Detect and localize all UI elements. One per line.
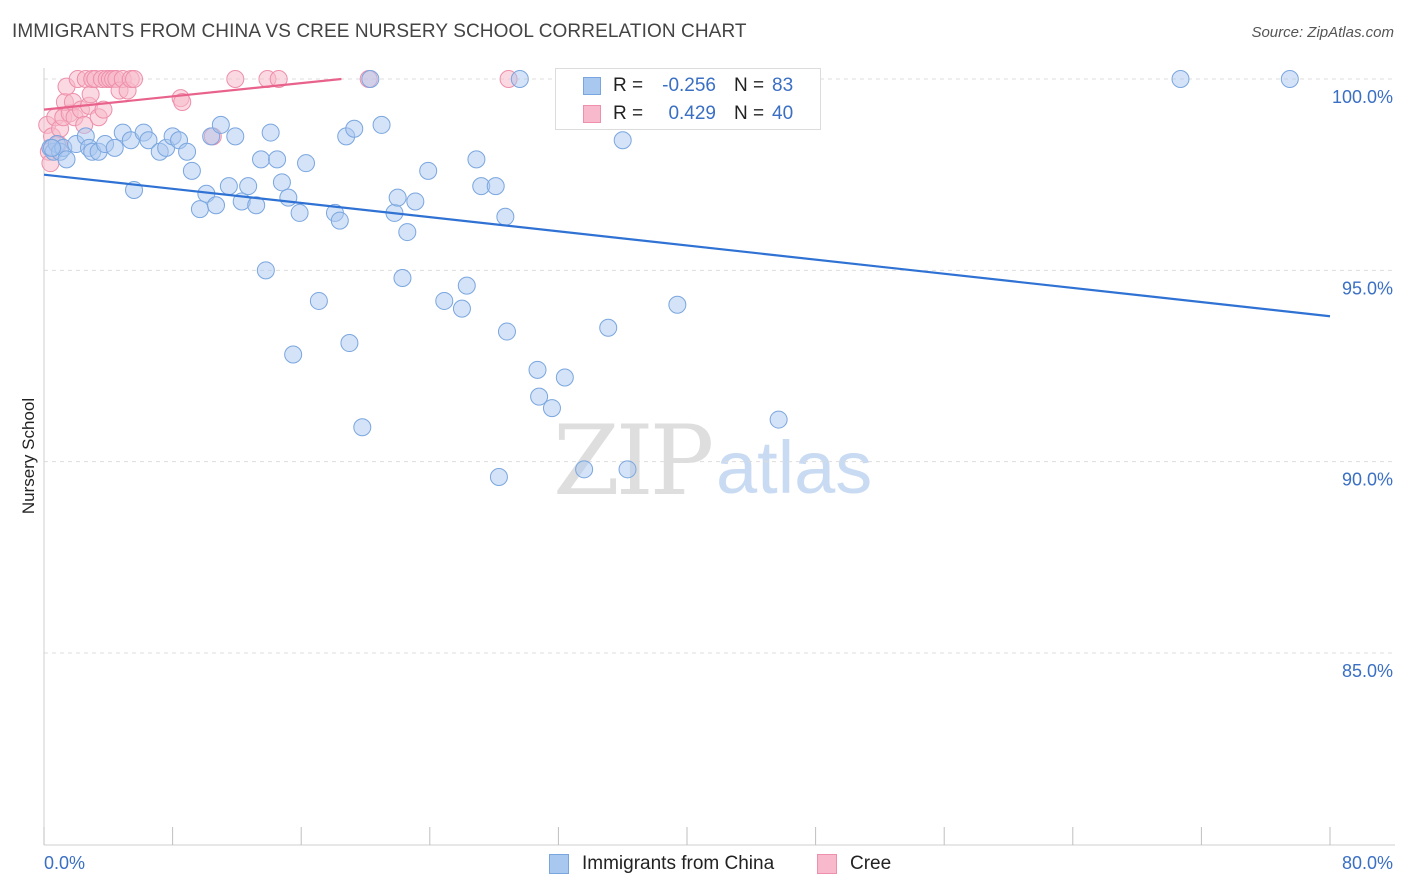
y-tick-label: 90.0% bbox=[1342, 470, 1393, 490]
series-label-china: Immigrants from China bbox=[582, 853, 775, 874]
cree-point bbox=[94, 100, 113, 119]
china-point bbox=[419, 161, 438, 180]
china-point bbox=[353, 418, 372, 437]
china-point bbox=[268, 150, 287, 169]
china-point bbox=[190, 200, 209, 219]
legend-r-label: R = bbox=[613, 75, 644, 96]
x-tick-label-max: 80.0% bbox=[1342, 853, 1393, 873]
cree-trend-line bbox=[43, 77, 342, 111]
cree-point bbox=[226, 70, 245, 88]
china-point bbox=[457, 276, 476, 295]
china-point bbox=[372, 115, 391, 134]
chart-title: IMMIGRANTS FROM CHINA VS CREE NURSERY SC… bbox=[12, 21, 747, 42]
correlation-legend: R = -0.256 N = 83 R = 0.429 N = 40 bbox=[555, 68, 821, 130]
legend-n-label: N = bbox=[734, 75, 765, 96]
chart-source: Source: ZipAtlas.com bbox=[1251, 24, 1394, 41]
legend-row-cree: R = 0.429 N = 40 bbox=[556, 101, 822, 127]
china-point bbox=[406, 192, 425, 211]
china-point bbox=[496, 207, 515, 226]
series-swatch-cree bbox=[817, 854, 837, 874]
grid-lines bbox=[44, 78, 1395, 654]
china-point bbox=[542, 399, 561, 418]
y-tick-label: 100.0% bbox=[1332, 87, 1393, 107]
china-point bbox=[668, 295, 687, 314]
china-point bbox=[497, 322, 516, 341]
china-point bbox=[489, 467, 508, 486]
china-point bbox=[247, 196, 266, 215]
cree-point bbox=[125, 70, 144, 88]
legend-row-china: R = -0.256 N = 83 bbox=[556, 73, 822, 99]
china-point bbox=[272, 173, 291, 192]
china-point bbox=[182, 161, 201, 180]
china-point bbox=[252, 150, 271, 169]
china-point bbox=[555, 368, 574, 387]
china-point bbox=[284, 345, 303, 364]
china-point bbox=[345, 119, 364, 138]
cree-point bbox=[173, 92, 192, 111]
china-point bbox=[435, 291, 454, 310]
china-point bbox=[388, 188, 407, 207]
legend-r-value: -0.256 bbox=[662, 75, 716, 96]
china-point bbox=[256, 261, 275, 280]
legend-n-value: 40 bbox=[772, 103, 794, 124]
china-point bbox=[599, 318, 618, 337]
china-point bbox=[510, 70, 529, 88]
y-tick-label: 95.0% bbox=[1342, 278, 1393, 298]
legend-n-label: N = bbox=[734, 103, 765, 124]
china-point bbox=[57, 150, 76, 169]
china-point bbox=[486, 177, 505, 196]
china-point bbox=[398, 223, 417, 242]
china-point bbox=[43, 138, 62, 157]
y-axis-title: Nursery School bbox=[19, 398, 38, 514]
legend-swatch-china bbox=[583, 77, 601, 95]
china-point bbox=[330, 211, 349, 230]
china-point bbox=[393, 268, 412, 287]
axis-labels: 85.0% 90.0% 95.0% 100.0% 0.0% 80.0% Nursery Sc… bbox=[19, 87, 1393, 873]
china-point bbox=[207, 196, 226, 215]
china-point bbox=[361, 70, 380, 88]
china-point bbox=[530, 387, 549, 406]
legend-swatch-cree bbox=[583, 105, 601, 123]
china-point bbox=[261, 123, 280, 142]
china-point bbox=[139, 131, 158, 150]
china-point bbox=[178, 142, 197, 161]
china-point bbox=[297, 154, 316, 173]
china-point bbox=[467, 150, 486, 169]
china-point bbox=[1171, 70, 1190, 88]
y-tick-label: 85.0% bbox=[1342, 661, 1393, 681]
china-point bbox=[239, 177, 258, 196]
series-label-cree: Cree bbox=[850, 853, 892, 874]
china-point bbox=[211, 115, 230, 134]
china-trend-line bbox=[43, 173, 1331, 318]
china-point bbox=[279, 188, 298, 207]
china-point bbox=[613, 131, 632, 150]
series-legend: Immigrants from China Cree bbox=[0, 852, 1406, 878]
china-point bbox=[309, 291, 328, 310]
china-point bbox=[769, 410, 788, 429]
china-point bbox=[202, 127, 221, 146]
cree-point bbox=[81, 85, 100, 104]
axes bbox=[43, 68, 1395, 846]
cree-point bbox=[269, 70, 288, 88]
china-point bbox=[528, 360, 547, 379]
watermark-atlas: atlas bbox=[716, 426, 873, 509]
legend-r-label: R = bbox=[613, 103, 644, 124]
trend-lines bbox=[43, 77, 1331, 318]
china-points bbox=[41, 70, 1299, 486]
china-point bbox=[105, 138, 124, 157]
x-tick-label-min: 0.0% bbox=[44, 853, 85, 873]
china-point bbox=[1280, 70, 1299, 88]
china-point bbox=[575, 460, 594, 479]
china-point bbox=[340, 334, 359, 353]
series-swatch-china bbox=[549, 854, 569, 874]
china-point bbox=[290, 203, 309, 222]
legend-r-value: 0.429 bbox=[668, 103, 716, 124]
china-point bbox=[452, 299, 471, 318]
china-point bbox=[618, 460, 637, 479]
watermark-zip: ZIP bbox=[553, 405, 714, 517]
china-point bbox=[219, 177, 238, 196]
china-point bbox=[226, 127, 245, 146]
legend-n-value: 83 bbox=[772, 75, 794, 96]
